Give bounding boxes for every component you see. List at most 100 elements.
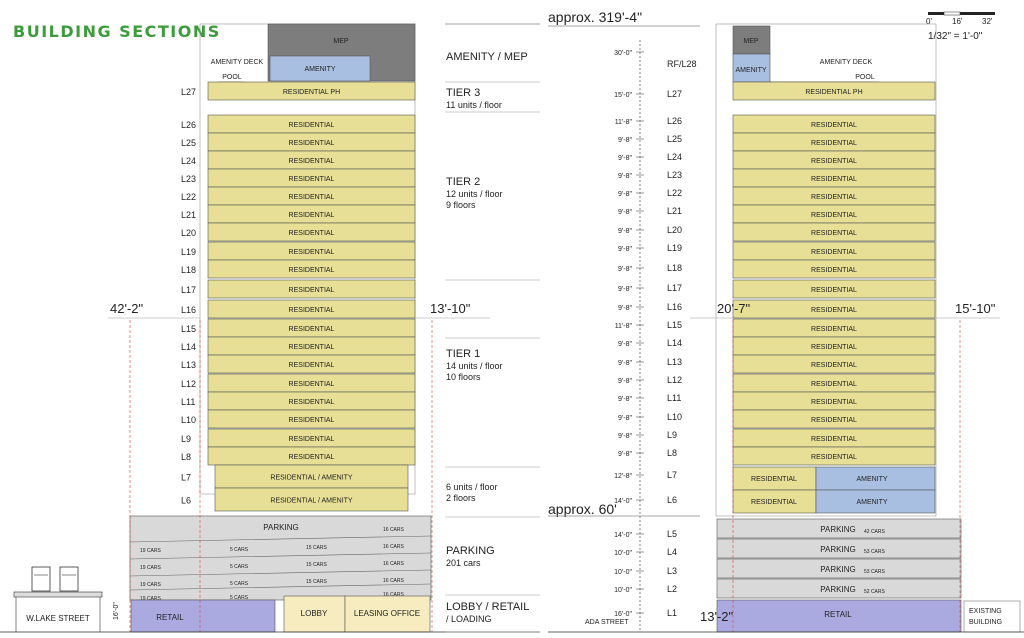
floor-label-L10: RESIDENTIAL bbox=[289, 417, 335, 424]
level-height-14: 9'-8" bbox=[618, 341, 632, 348]
level-name-11: L17 bbox=[667, 283, 682, 293]
level-height-9: 9'-8" bbox=[618, 246, 632, 253]
zone-sub-2-1: 9 floors bbox=[446, 200, 476, 210]
right-parking-cars-3: 52 CARS bbox=[864, 589, 886, 595]
level-height-16: 9'-8" bbox=[618, 378, 632, 385]
mep-label: MEP bbox=[333, 38, 349, 45]
mep-label-right: MEP bbox=[743, 38, 759, 45]
zone-title-6: LOBBY / RETAIL bbox=[446, 601, 529, 613]
floor-L6 bbox=[214, 487, 409, 512]
existing-building-block bbox=[963, 600, 1021, 633]
level-height-18: 9'-8" bbox=[618, 415, 632, 422]
level-height-6: 9'-8" bbox=[618, 191, 632, 198]
floor-label-L18: RESIDENTIAL bbox=[289, 267, 335, 274]
parking-row-mid-1: 5 CARS bbox=[230, 547, 249, 553]
level-tag-L19: L19 bbox=[181, 247, 196, 257]
right-floor-label-12: RESIDENTIAL bbox=[811, 326, 857, 333]
right-floor-10 bbox=[732, 279, 936, 299]
zone-sub-3-0: 14 units / floor bbox=[446, 361, 503, 371]
level-tag-L23: L23 bbox=[181, 174, 196, 184]
zone-title-5: PARKING bbox=[446, 545, 495, 557]
level-name-0: RF/L28 bbox=[667, 59, 697, 69]
scale-tick-32: 32' bbox=[982, 17, 993, 26]
right-lower-amenity-1 bbox=[815, 489, 936, 514]
right-floor-label-10: RESIDENTIAL bbox=[811, 287, 857, 294]
level-name-5: L23 bbox=[667, 170, 682, 180]
floor-L10 bbox=[207, 409, 416, 429]
right-floor-label-9: RESIDENTIAL bbox=[811, 267, 857, 274]
parking-row-left-4: 19 CARS bbox=[140, 596, 162, 602]
level-name-8: L20 bbox=[667, 225, 682, 235]
right-floor-label-15: RESIDENTIAL bbox=[811, 381, 857, 388]
level-height-27: 16'-0" bbox=[614, 611, 632, 618]
ground-height-dim: 16'-0" bbox=[113, 602, 120, 620]
level-name-24: L4 bbox=[667, 547, 677, 557]
ramp-label-2: 15 CARS bbox=[306, 579, 328, 585]
ramp-label-1: 15 CARS bbox=[306, 562, 328, 568]
retail-block-right bbox=[716, 599, 962, 633]
level-height-13: 11'-8" bbox=[615, 323, 633, 330]
level-name-3: L25 bbox=[667, 134, 682, 144]
podium-height-label: approx. 60' bbox=[548, 501, 617, 517]
floor-label-L16: RESIDENTIAL bbox=[289, 307, 335, 314]
right-parking-label-0: PARKING bbox=[820, 525, 855, 534]
retail-block bbox=[130, 599, 276, 633]
level-height-20: 9'-8" bbox=[618, 451, 632, 458]
level-tag-L9: L9 bbox=[181, 434, 191, 444]
right-floor-7 bbox=[732, 222, 936, 242]
parking-row-right-0: 16 CARS bbox=[383, 527, 405, 533]
floor-label-L22: RESIDENTIAL bbox=[289, 194, 335, 201]
existing-building-line2: BUILDING bbox=[969, 619, 1002, 626]
level-name-19: L9 bbox=[667, 430, 677, 440]
zone-title-1: TIER 3 bbox=[446, 87, 480, 99]
parking-row-right-1: 16 CARS bbox=[383, 544, 405, 550]
page-title: BUILDING SECTIONS bbox=[13, 22, 221, 41]
level-height-2: 11'-8" bbox=[615, 119, 633, 126]
amenity-label-right: AMENITY bbox=[735, 67, 766, 74]
level-name-22: L6 bbox=[667, 495, 677, 505]
level-tag-L16: L16 bbox=[181, 305, 196, 315]
floor-label-L20: RESIDENTIAL bbox=[289, 230, 335, 237]
right-floor-label-7: RESIDENTIAL bbox=[811, 230, 857, 237]
level-height-0: 30'-0" bbox=[614, 50, 632, 57]
level-height-26: 10'-0" bbox=[614, 587, 632, 594]
floor-L13 bbox=[207, 354, 416, 374]
right-lower-amenity-label-0: AMENITY bbox=[856, 476, 887, 483]
right-floor-label-5: RESIDENTIAL bbox=[811, 194, 857, 201]
zone-title-3: TIER 1 bbox=[446, 348, 480, 360]
level-name-12: L16 bbox=[667, 302, 682, 312]
level-tag-L14: L14 bbox=[181, 342, 196, 352]
level-height-15: 9'-8" bbox=[618, 360, 632, 367]
floor-label-L21: RESIDENTIAL bbox=[289, 212, 335, 219]
floor-label-L9: RESIDENTIAL bbox=[289, 436, 335, 443]
setback-left-dim-right: 20'-7" bbox=[717, 301, 751, 316]
pool-label: POOL bbox=[222, 74, 242, 81]
level-height-11: 9'-8" bbox=[618, 286, 632, 293]
level-height-8: 9'-8" bbox=[618, 228, 632, 235]
level-name-1: L27 bbox=[667, 89, 682, 99]
level-tag-L24: L24 bbox=[181, 156, 196, 166]
right-floor-label-0: RESIDENTIAL PH bbox=[805, 89, 862, 96]
scale-ratio: 1/32" = 1'-0" bbox=[928, 31, 983, 42]
street-label-lake: W.LAKE STREET bbox=[26, 614, 90, 623]
parking-row-left-3: 19 CARS bbox=[140, 582, 162, 588]
right-floor-label-18: RESIDENTIAL bbox=[811, 436, 857, 443]
floor-L17 bbox=[207, 279, 416, 299]
zone-title-0: AMENITY / MEP bbox=[446, 51, 528, 63]
level-name-20: L8 bbox=[667, 448, 677, 458]
floor-label-L12: RESIDENTIAL bbox=[289, 381, 335, 388]
level-tag-L26: L26 bbox=[181, 120, 196, 130]
level-height-25: 10'-0" bbox=[614, 569, 632, 576]
level-name-27: L1 bbox=[667, 608, 677, 618]
leasing-office-label: LEASING OFFICE bbox=[354, 609, 420, 618]
level-name-10: L18 bbox=[667, 263, 682, 273]
level-height-17: 9'-8" bbox=[618, 396, 632, 403]
level-height-7: 9'-8" bbox=[618, 209, 632, 216]
level-name-7: L21 bbox=[667, 206, 682, 216]
level-tag-L6: L6 bbox=[181, 496, 191, 506]
zone-sub-2-0: 12 units / floor bbox=[446, 189, 503, 199]
floor-label-L17: RESIDENTIAL bbox=[289, 287, 335, 294]
retail-label-right: RETAIL bbox=[824, 610, 852, 619]
level-height-12: 9'-8" bbox=[618, 305, 632, 312]
level-name-6: L22 bbox=[667, 188, 682, 198]
